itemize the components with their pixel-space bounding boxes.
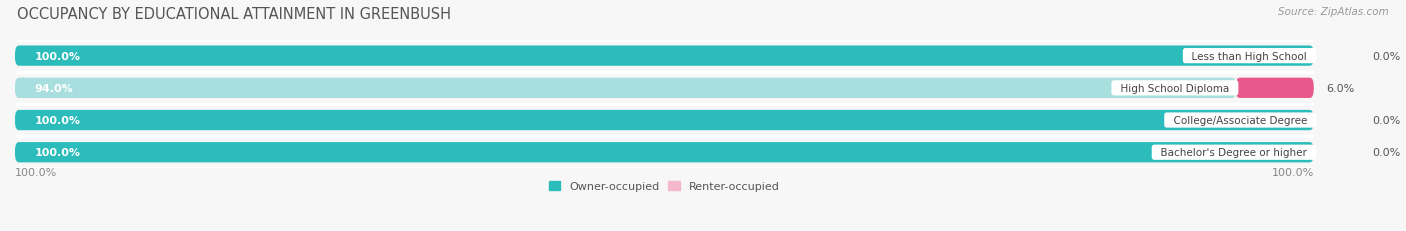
Text: 100.0%: 100.0%	[35, 52, 80, 61]
FancyBboxPatch shape	[15, 46, 1313, 67]
Text: Bachelor's Degree or higher: Bachelor's Degree or higher	[1154, 148, 1313, 158]
FancyBboxPatch shape	[1313, 46, 1360, 67]
Text: 100.0%: 100.0%	[35, 148, 80, 158]
Text: College/Associate Degree: College/Associate Degree	[1167, 116, 1313, 125]
Text: Source: ZipAtlas.com: Source: ZipAtlas.com	[1278, 7, 1389, 17]
Text: 0.0%: 0.0%	[1372, 116, 1400, 125]
Legend: Owner-occupied, Renter-occupied: Owner-occupied, Renter-occupied	[550, 181, 779, 191]
Text: 100.0%: 100.0%	[35, 116, 80, 125]
FancyBboxPatch shape	[1236, 78, 1313, 99]
Text: Less than High School: Less than High School	[1185, 52, 1313, 61]
FancyBboxPatch shape	[15, 143, 1313, 163]
Text: 0.0%: 0.0%	[1372, 52, 1400, 61]
Text: High School Diploma: High School Diploma	[1114, 83, 1236, 93]
FancyBboxPatch shape	[15, 78, 1236, 99]
Text: 0.0%: 0.0%	[1372, 148, 1400, 158]
FancyBboxPatch shape	[1313, 143, 1360, 163]
FancyBboxPatch shape	[15, 78, 1313, 99]
FancyBboxPatch shape	[15, 110, 1313, 131]
Text: 100.0%: 100.0%	[1271, 167, 1313, 177]
Text: OCCUPANCY BY EDUCATIONAL ATTAINMENT IN GREENBUSH: OCCUPANCY BY EDUCATIONAL ATTAINMENT IN G…	[17, 7, 451, 22]
Text: 94.0%: 94.0%	[35, 83, 73, 93]
Text: 6.0%: 6.0%	[1327, 83, 1355, 93]
FancyBboxPatch shape	[15, 46, 1313, 67]
FancyBboxPatch shape	[15, 110, 1313, 131]
FancyBboxPatch shape	[1313, 110, 1360, 131]
Text: 100.0%: 100.0%	[15, 167, 58, 177]
FancyBboxPatch shape	[15, 143, 1313, 163]
